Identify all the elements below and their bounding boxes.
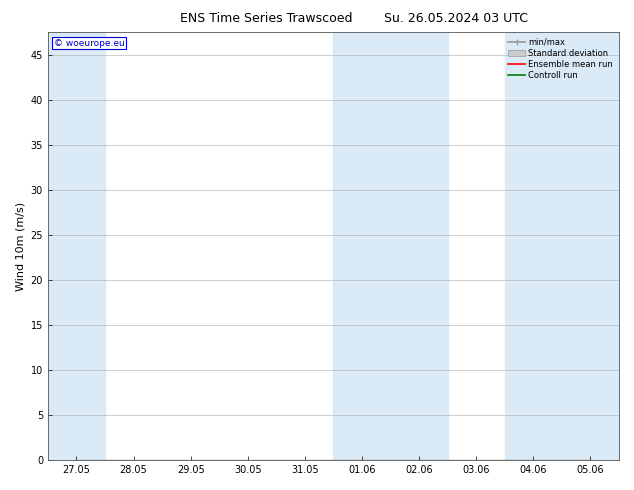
Bar (333, 32, 448, 460)
Text: ENS Time Series Trawscoed: ENS Time Series Trawscoed (180, 12, 353, 25)
Bar (505, 32, 619, 460)
Text: Su. 26.05.2024 03 UTC: Su. 26.05.2024 03 UTC (384, 12, 529, 25)
Y-axis label: Wind 10m (m/s): Wind 10m (m/s) (15, 201, 25, 291)
Text: © woeurope.eu: © woeurope.eu (54, 39, 124, 48)
Legend: min/max, Standard deviation, Ensemble mean run, Controll run: min/max, Standard deviation, Ensemble me… (507, 36, 615, 82)
Bar (48, 32, 105, 460)
